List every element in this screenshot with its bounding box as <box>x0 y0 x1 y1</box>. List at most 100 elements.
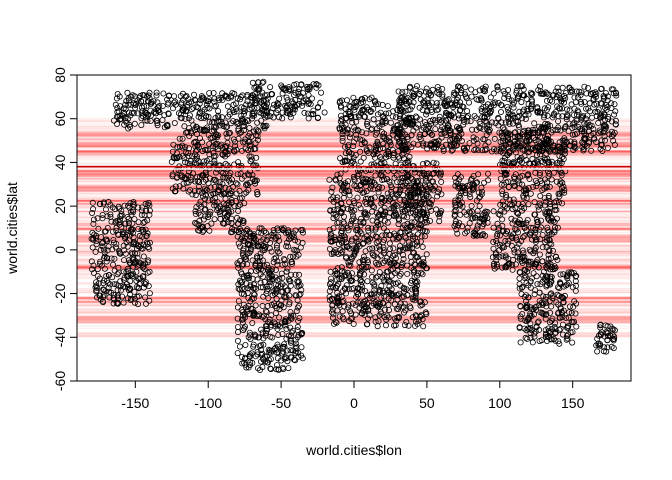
city-point <box>193 155 200 162</box>
city-point <box>351 175 358 182</box>
city-point <box>434 89 441 96</box>
city-point <box>235 298 242 305</box>
city-point <box>165 99 172 106</box>
city-point <box>243 227 250 234</box>
city-point <box>611 111 618 118</box>
city-point <box>278 270 285 277</box>
city-point <box>397 300 404 307</box>
city-point <box>539 301 546 308</box>
city-point <box>128 249 135 256</box>
city-point <box>420 142 427 149</box>
city-point <box>247 158 254 165</box>
city-point <box>274 107 281 114</box>
city-point <box>412 193 419 200</box>
city-point <box>568 309 575 316</box>
city-point <box>522 272 529 279</box>
city-point <box>138 104 145 111</box>
city-point <box>555 284 562 291</box>
city-point <box>194 126 201 133</box>
city-point <box>363 233 370 240</box>
city-point <box>258 230 265 237</box>
city-point <box>457 127 464 134</box>
city-point <box>255 266 262 273</box>
city-point <box>350 198 357 205</box>
city-point <box>138 207 145 214</box>
city-point <box>516 269 523 276</box>
city-point <box>488 148 495 155</box>
city-point <box>509 143 516 150</box>
city-point <box>556 326 563 333</box>
city-point <box>364 123 371 130</box>
city-point <box>387 260 394 267</box>
city-point <box>402 234 409 241</box>
city-point <box>251 331 258 338</box>
city-point <box>401 322 408 329</box>
city-point <box>411 219 418 226</box>
city-point <box>522 187 529 194</box>
city-point <box>156 103 163 110</box>
city-point <box>264 285 271 292</box>
city-point <box>561 187 568 194</box>
city-point <box>283 287 290 294</box>
city-point <box>369 232 376 239</box>
city-point <box>504 228 511 235</box>
city-point <box>597 100 604 107</box>
city-point <box>357 167 364 174</box>
city-point <box>482 142 489 149</box>
city-point <box>191 96 198 103</box>
city-point <box>380 247 387 254</box>
city-point <box>347 315 354 322</box>
city-point <box>334 271 341 278</box>
city-point <box>406 231 413 238</box>
city-point <box>339 299 346 306</box>
city-point <box>293 81 300 88</box>
city-point <box>122 220 129 227</box>
city-point <box>354 194 361 201</box>
city-point <box>409 233 416 240</box>
city-point <box>403 146 410 153</box>
city-point <box>561 125 568 132</box>
city-point <box>375 101 382 108</box>
city-point <box>100 291 107 298</box>
city-point <box>580 113 587 120</box>
city-point <box>127 278 134 285</box>
city-point <box>102 236 109 243</box>
city-point <box>399 238 406 245</box>
city-point <box>132 260 139 267</box>
city-point <box>338 181 345 188</box>
city-point <box>186 164 193 171</box>
city-point <box>420 140 427 147</box>
city-point <box>245 171 252 178</box>
city-point <box>556 157 563 164</box>
city-point <box>296 86 303 93</box>
city-point <box>355 241 362 248</box>
city-point <box>355 171 362 178</box>
city-point <box>90 269 97 276</box>
city-point <box>350 154 357 161</box>
city-point <box>375 120 382 127</box>
city-point <box>241 200 248 207</box>
city-point <box>211 183 218 190</box>
city-point <box>512 204 519 211</box>
city-point <box>268 90 275 97</box>
city-point <box>200 227 207 234</box>
city-point <box>341 143 348 150</box>
city-point <box>142 279 149 286</box>
city-point <box>280 255 287 262</box>
city-point <box>541 105 548 112</box>
city-point <box>186 125 193 132</box>
city-point <box>223 93 230 100</box>
city-point <box>338 116 345 123</box>
city-point <box>397 183 404 190</box>
city-point <box>288 258 295 265</box>
city-point <box>474 222 481 229</box>
city-point <box>179 107 186 114</box>
city-point <box>481 86 488 93</box>
city-point <box>381 197 388 204</box>
city-point <box>544 282 551 289</box>
city-point <box>492 99 499 106</box>
city-point <box>416 116 423 123</box>
city-point <box>110 239 117 246</box>
city-point <box>543 300 550 307</box>
